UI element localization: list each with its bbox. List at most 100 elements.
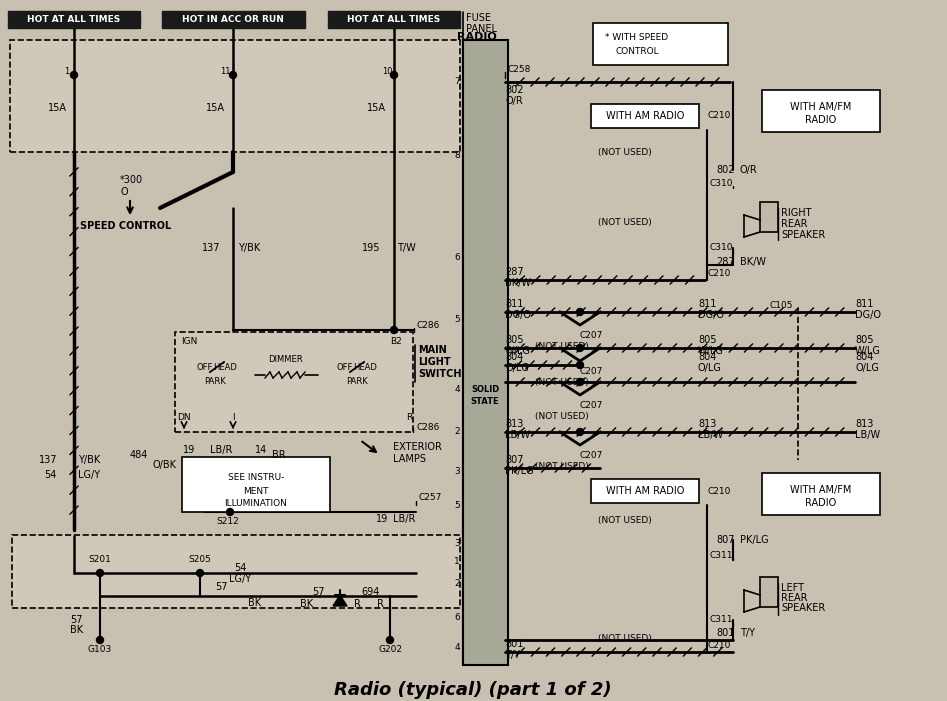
Text: MAIN: MAIN [418,345,447,355]
Text: DG/O: DG/O [855,310,881,320]
Text: S205: S205 [188,555,211,564]
Text: O/LG: O/LG [698,363,722,373]
Text: WITH AM RADIO: WITH AM RADIO [606,111,684,121]
Text: SPEED CONTROL: SPEED CONTROL [80,221,171,231]
Text: BK/W: BK/W [740,257,766,267]
Circle shape [577,362,583,369]
Text: 3: 3 [455,538,460,547]
Circle shape [97,569,103,576]
Text: 694: 694 [362,587,380,597]
Circle shape [577,428,583,435]
Circle shape [196,569,204,576]
Text: 6: 6 [455,254,460,262]
Text: 54: 54 [234,563,246,573]
Text: W/LG: W/LG [698,346,724,356]
Text: C207: C207 [580,451,603,459]
Text: SEE INSTRU-: SEE INSTRU- [228,473,284,482]
Text: C257: C257 [418,494,441,503]
Text: (NOT USED): (NOT USED) [599,634,652,643]
Text: C207: C207 [580,367,603,376]
Text: * WITH SPEED: * WITH SPEED [605,34,669,43]
Text: O/LG: O/LG [505,363,528,373]
Text: 15A: 15A [47,103,66,113]
Text: 57: 57 [312,587,324,597]
Bar [12,535,460,608]
Text: (NOT USED): (NOT USED) [535,341,589,350]
Text: DN: DN [177,412,190,421]
Text: LB/R: LB/R [393,514,416,524]
Text: 287: 287 [505,267,524,277]
Text: 4: 4 [455,644,460,653]
Text: (NOT USED): (NOT USED) [535,411,589,421]
Text: SPEAKER: SPEAKER [781,603,825,613]
Text: HOT IN ACC OR RUN: HOT IN ACC OR RUN [182,15,284,24]
Text: (NOT USED): (NOT USED) [535,461,589,470]
Text: SOLID: SOLID [471,386,499,395]
Text: 1: 1 [64,67,70,76]
Text: 802: 802 [505,85,524,95]
Text: WITH AM/FM: WITH AM/FM [791,102,851,112]
Text: I: I [232,412,234,421]
Text: 807: 807 [505,455,524,465]
Text: LAMPS: LAMPS [393,454,426,464]
Text: C311: C311 [709,615,733,625]
Text: (NOT USED): (NOT USED) [535,378,589,386]
Text: C210: C210 [707,111,730,121]
Text: 813: 813 [855,419,873,429]
Text: R: R [406,412,412,421]
Text: PANEL: PANEL [466,24,497,34]
Text: 19: 19 [183,445,195,455]
Text: C105: C105 [770,301,793,310]
Text: 14: 14 [255,445,267,455]
Text: 57: 57 [70,615,83,625]
Text: CONTROL: CONTROL [615,48,658,57]
Text: SWITCH: SWITCH [418,369,461,379]
Text: FUSE: FUSE [466,13,491,23]
Bar [760,202,778,232]
Text: 5: 5 [455,315,460,325]
Text: LIGHT: LIGHT [418,357,451,367]
Circle shape [70,72,78,79]
Text: WITH AM/FM: WITH AM/FM [791,485,851,495]
Circle shape [390,72,398,79]
Text: C310: C310 [709,243,733,252]
Text: T/Y: T/Y [505,650,520,660]
Text: R: R [377,599,384,609]
Text: W/LG: W/LG [855,346,881,356]
Text: 811: 811 [855,299,873,309]
Text: O/R: O/R [740,165,758,175]
Text: 801: 801 [505,639,524,649]
Bar [762,473,880,515]
Text: 813: 813 [505,419,524,429]
Text: LB/R: LB/R [210,445,232,455]
Text: 15A: 15A [366,103,385,113]
Text: C210: C210 [707,641,730,651]
Text: 2: 2 [455,428,460,437]
Bar [591,479,699,503]
Text: 801: 801 [717,628,735,638]
Text: LB/W: LB/W [698,430,724,440]
Text: BK: BK [70,625,83,635]
Text: STATE: STATE [471,397,499,407]
Text: 804: 804 [855,352,873,362]
Text: IGN: IGN [181,337,197,346]
Text: LEFT: LEFT [781,583,804,593]
Text: 807: 807 [717,535,735,545]
Bar [10,40,460,152]
Text: B2: B2 [390,336,402,346]
Text: DIMMER: DIMMER [268,355,302,365]
Text: 195: 195 [362,243,380,253]
Circle shape [229,72,237,79]
Bar [162,11,305,28]
Text: 57: 57 [215,582,227,592]
Text: C286: C286 [416,322,439,330]
Bar [463,40,508,665]
Text: 1: 1 [455,557,460,566]
Text: 811: 811 [698,299,716,309]
Text: C311: C311 [709,550,733,559]
Text: LB/W: LB/W [855,430,880,440]
Text: S201: S201 [89,555,112,564]
Text: PK/LG: PK/LG [505,466,533,476]
Text: REAR: REAR [781,219,808,229]
Text: HOT AT ALL TIMES: HOT AT ALL TIMES [27,15,120,24]
